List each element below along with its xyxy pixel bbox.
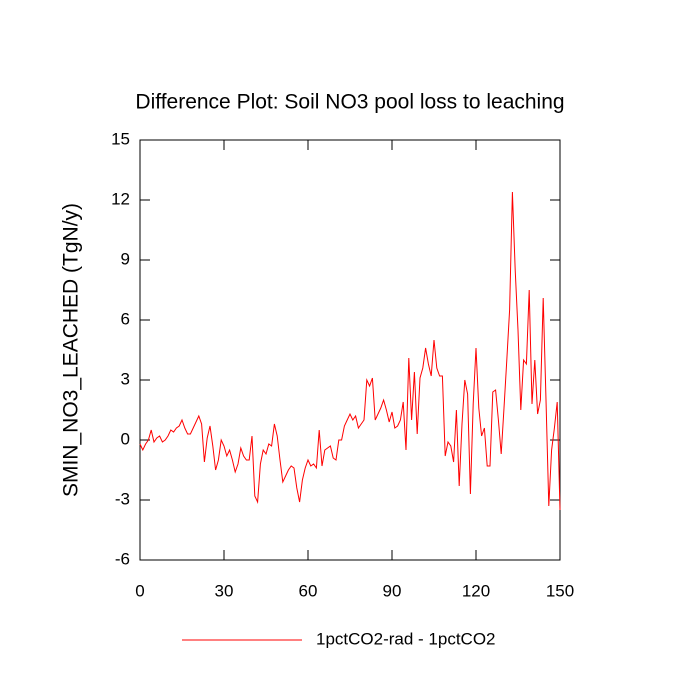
x-tick-label: 30: [215, 581, 234, 600]
y-tick-label: 0: [121, 429, 130, 448]
y-tick-label: -3: [115, 489, 130, 508]
x-tick-label: 90: [383, 581, 402, 600]
x-tick-label: 0: [135, 581, 144, 600]
x-tick-label: 150: [546, 581, 574, 600]
y-tick-label: 15: [111, 129, 130, 148]
y-axis-label: SMIN_NO3_LEACHED (TgN/y): [60, 203, 83, 497]
y-tick-label: 6: [121, 309, 130, 328]
y-tick-label: 12: [111, 189, 130, 208]
plot-frame: [139, 139, 561, 561]
legend-label: 1pctCO2-rad - 1pctCO2: [316, 629, 496, 648]
y-tick-label: 3: [121, 369, 130, 388]
chart-title: Difference Plot: Soil NO3 pool loss to l…: [135, 91, 564, 114]
data-line: [139, 191, 561, 511]
x-tick-label: 60: [299, 581, 318, 600]
x-tick-label: 120: [462, 581, 490, 600]
y-tick-label: 9: [121, 249, 130, 268]
y-tick-label: -6: [115, 549, 130, 568]
